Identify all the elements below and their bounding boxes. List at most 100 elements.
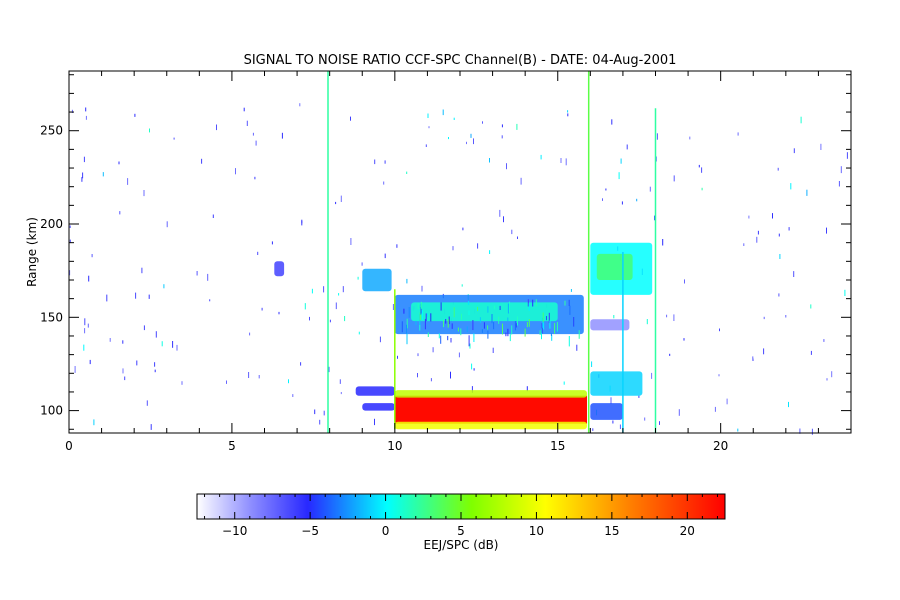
noise-speck [689, 136, 691, 140]
noise-speck [591, 361, 593, 367]
echo-striation [543, 322, 545, 330]
noise-speck [811, 428, 813, 435]
colorbar-tick-label: 20 [680, 524, 695, 538]
echo-striation [505, 332, 507, 337]
echo-striation [573, 317, 575, 327]
echo-striation [406, 318, 408, 329]
noise-speck [392, 304, 394, 310]
echo-striation [548, 312, 550, 324]
noise-speck [838, 181, 840, 187]
noise-speck [673, 314, 675, 321]
echo-striation [564, 300, 566, 306]
noise-speck [417, 373, 418, 378]
noise-speck [235, 168, 236, 175]
noise-speck [300, 362, 302, 366]
noise-speck [511, 229, 513, 235]
noise-speck [335, 201, 337, 205]
noise-speck [344, 316, 346, 322]
echo-striation [427, 313, 429, 317]
noise-speck [737, 428, 739, 432]
noise-speck [69, 225, 71, 228]
echo-striation [535, 299, 537, 307]
noise-speck [570, 289, 572, 292]
noise-speck [384, 160, 386, 164]
echo-striation [532, 299, 534, 307]
region-echo-110-left [355, 386, 395, 396]
noise-speck [166, 221, 168, 228]
echo-striation [420, 301, 422, 309]
noise-speck [799, 428, 801, 434]
region-echo-115-right [590, 371, 643, 396]
noise-speck [249, 332, 251, 336]
noise-speck [748, 215, 750, 219]
echo-striation [507, 317, 509, 322]
noise-speck [646, 319, 648, 325]
noise-speck [778, 293, 780, 297]
echo-striation [447, 335, 449, 341]
noise-speck [673, 175, 675, 182]
echo-striation [502, 323, 503, 335]
noise-speck [109, 338, 111, 342]
echo-striation [554, 323, 556, 334]
noise-speck [396, 244, 398, 248]
noise-speck [576, 344, 578, 351]
noise-speck [448, 137, 449, 140]
echo-striation [417, 303, 419, 309]
echo-striation [569, 305, 571, 315]
x-tick-label: 20 [713, 439, 728, 453]
noise-speck [501, 124, 503, 128]
noise-speck [469, 343, 471, 349]
noise-speck [453, 117, 455, 120]
noise-speck [611, 119, 613, 125]
noise-speck [461, 284, 463, 287]
y-tick-label: 250 [40, 124, 63, 138]
noise-speck [150, 424, 152, 430]
noise-speck [304, 303, 306, 310]
noise-speck [340, 195, 342, 202]
noise-speck [785, 315, 787, 318]
noise-speck [69, 270, 71, 276]
noise-speck [87, 323, 89, 328]
noise-speck [181, 381, 183, 385]
noise-speck [383, 181, 385, 185]
echo-striation [453, 307, 455, 318]
noise-speck [612, 420, 614, 424]
echo-striation [491, 314, 493, 324]
x-axis: 0 5 10 15 20 [65, 71, 852, 453]
noise-speck [106, 294, 108, 302]
noise-speck [397, 355, 398, 359]
noise-speck [384, 253, 386, 259]
noise-speck [452, 246, 454, 251]
echo-striation [507, 328, 509, 337]
noise-speck [350, 116, 351, 121]
echo-striation [509, 334, 511, 342]
x-tick-label: 0 [65, 439, 73, 453]
noise-speck [338, 293, 340, 296]
noise-speck [83, 156, 85, 163]
echo-striation [528, 303, 530, 311]
noise-speck [248, 372, 250, 378]
noise-speck [520, 177, 522, 185]
noise-speck [517, 236, 518, 239]
echo-striation [477, 306, 479, 312]
noise-speck [756, 236, 758, 243]
echo-striation [528, 319, 530, 327]
noise-speck [201, 158, 203, 164]
noise-speck [718, 374, 720, 377]
noise-speck [846, 152, 848, 159]
noise-speck [823, 339, 825, 342]
noise-speck [649, 186, 651, 192]
echo-striation [546, 316, 547, 321]
noise-speck [831, 371, 833, 378]
echo-striation [401, 321, 403, 333]
noise-speck [499, 209, 501, 217]
noise-speck [471, 363, 473, 370]
noise-speck [246, 120, 248, 126]
noise-speck [122, 368, 124, 374]
noise-speck [778, 233, 780, 237]
noise-speck [71, 109, 73, 113]
noise-speck [119, 211, 121, 215]
noise-speck [196, 271, 198, 276]
echo-striation [473, 333, 475, 342]
